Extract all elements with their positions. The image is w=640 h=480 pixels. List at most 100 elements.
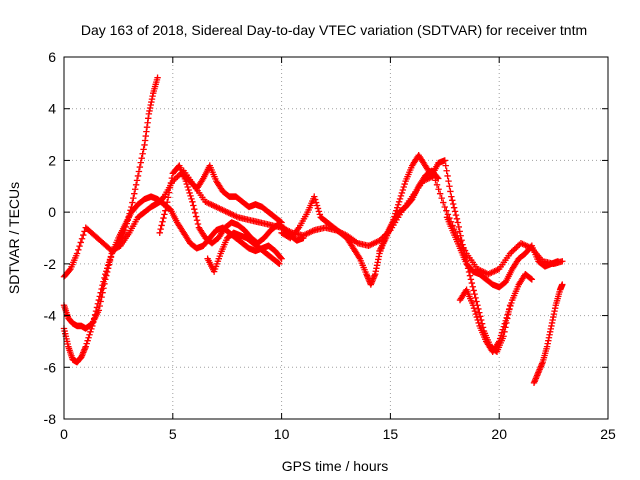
data-point <box>391 213 398 220</box>
data-point <box>393 207 400 214</box>
data-point <box>502 317 509 324</box>
data-point <box>190 202 197 209</box>
data-point <box>166 184 174 191</box>
data-point <box>135 168 143 175</box>
y-tick-label: 2 <box>48 152 56 168</box>
data-point <box>511 245 518 253</box>
grid-layer <box>64 57 608 419</box>
data-point <box>472 294 479 302</box>
data-point <box>100 278 107 285</box>
data-point <box>98 285 105 293</box>
data-point <box>139 150 146 157</box>
data-point <box>469 302 477 309</box>
data-point <box>499 326 507 333</box>
data-point <box>394 204 401 211</box>
data-point <box>471 290 478 298</box>
data-point <box>99 282 106 289</box>
data-point <box>92 307 100 315</box>
data-point <box>505 308 512 316</box>
data-point <box>277 218 284 225</box>
series-track-b <box>60 74 161 332</box>
x-axis-label: GPS time / hours <box>282 458 389 474</box>
series-track-h <box>376 152 514 355</box>
data-point <box>131 190 138 197</box>
data-point <box>400 183 407 191</box>
data-point <box>503 314 510 321</box>
data-point <box>527 275 535 282</box>
data-point <box>157 225 164 233</box>
data-point <box>449 197 456 204</box>
tick-layer: 0 5 10 15 20 25 -8 -6 -4 -2 0 2 4 6 <box>44 49 616 442</box>
y-tick-label: 0 <box>48 204 56 220</box>
data-point <box>396 195 404 203</box>
data-point <box>450 204 458 211</box>
data-point <box>458 237 465 244</box>
data-point <box>107 253 115 260</box>
data-point <box>390 216 397 223</box>
data-point <box>278 219 285 226</box>
data-point <box>300 234 307 242</box>
data-point <box>104 262 112 269</box>
data-point <box>466 272 474 279</box>
y-tick-label: 6 <box>48 49 56 65</box>
data-point <box>506 305 513 313</box>
data-point <box>191 209 199 217</box>
data-point <box>435 175 442 182</box>
data-point <box>507 302 514 310</box>
data-point <box>133 177 141 184</box>
data-point <box>160 214 167 222</box>
data-point <box>440 199 447 206</box>
data-point <box>401 180 408 188</box>
data-point <box>75 246 82 254</box>
plot-frame <box>63 56 609 420</box>
data-point <box>477 313 484 320</box>
data-point <box>355 254 363 261</box>
data-point <box>452 211 460 219</box>
data-point <box>129 199 136 206</box>
data-point <box>189 198 196 205</box>
series-track-f <box>204 229 283 275</box>
data-point <box>105 259 113 266</box>
data-point <box>294 225 301 233</box>
data-point <box>90 319 97 326</box>
data-point <box>101 274 108 282</box>
data-point <box>168 174 176 182</box>
data-point <box>130 194 137 202</box>
data-point <box>167 179 175 187</box>
data-point <box>88 325 95 333</box>
data-point <box>399 186 407 194</box>
data-point <box>451 208 459 215</box>
data-point <box>453 215 461 222</box>
data-point <box>475 305 482 313</box>
data-point <box>513 244 520 251</box>
data-point <box>475 319 482 327</box>
data-point <box>134 172 142 180</box>
data-point <box>311 196 319 203</box>
data-point <box>509 247 517 254</box>
data-point <box>315 208 323 215</box>
data-point <box>174 173 181 180</box>
data-point <box>103 268 110 275</box>
data-point <box>159 218 166 225</box>
x-tick-label: 20 <box>491 426 507 442</box>
data-point <box>436 190 444 197</box>
data-point <box>188 195 195 203</box>
data-point <box>498 329 506 336</box>
data-point <box>185 186 192 194</box>
data-point <box>496 335 504 342</box>
data-point <box>162 207 169 214</box>
data-point <box>311 193 318 200</box>
data-point <box>457 232 464 239</box>
data-point <box>76 242 83 250</box>
data-point <box>446 183 453 190</box>
data-point <box>164 194 172 201</box>
data-point <box>389 219 396 226</box>
data-point <box>496 338 503 345</box>
data-point <box>73 250 81 257</box>
y-tick-label: -6 <box>44 359 57 375</box>
data-point <box>194 220 202 228</box>
data-point <box>95 296 103 304</box>
data-point <box>137 159 144 166</box>
data-point <box>471 307 479 315</box>
data-point <box>131 186 139 193</box>
